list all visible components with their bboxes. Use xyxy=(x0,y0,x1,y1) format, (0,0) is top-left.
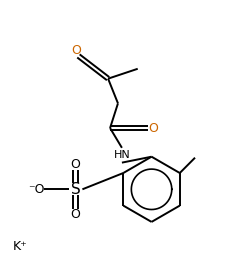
Text: O: O xyxy=(70,207,80,220)
Text: O: O xyxy=(70,158,80,171)
Text: S: S xyxy=(70,182,80,197)
Text: HN: HN xyxy=(113,150,130,160)
Text: O: O xyxy=(148,122,158,135)
Text: K⁺: K⁺ xyxy=(13,240,28,253)
Text: O: O xyxy=(71,45,81,58)
Text: ⁻O: ⁻O xyxy=(28,183,44,196)
